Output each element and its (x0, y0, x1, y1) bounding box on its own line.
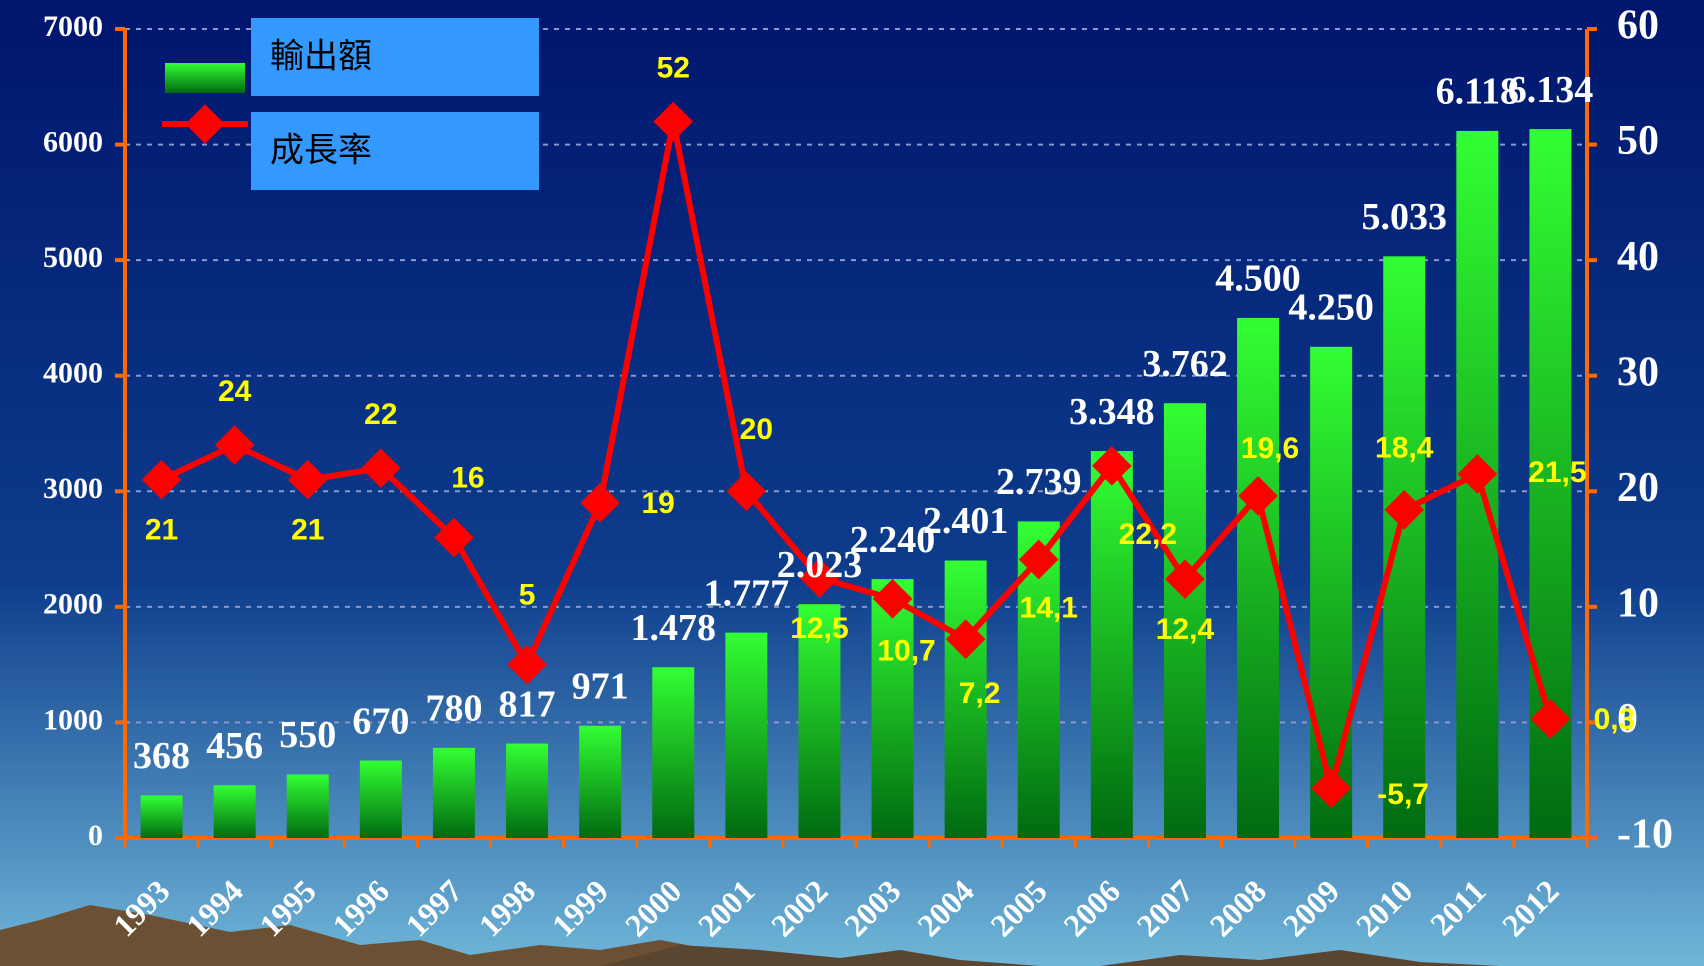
bar-value-label: 670 (352, 700, 409, 742)
line-value-label: 10,7 (877, 635, 935, 668)
bar (506, 744, 548, 838)
line-value-label: 19,6 (1241, 432, 1299, 465)
bar-value-label: 2.401 (923, 500, 1009, 542)
bar-value-label: 550 (279, 714, 336, 756)
bar-value-label: 817 (499, 683, 556, 725)
line-value-label: 21 (291, 514, 324, 547)
y-tick-label: 1000 (43, 703, 103, 736)
bar-value-label: 368 (133, 735, 190, 777)
y-tick-label: 5000 (43, 241, 103, 274)
y-tick-label: 3000 (43, 472, 103, 505)
bar (287, 774, 329, 838)
bar (579, 726, 621, 838)
line-value-label: 0,3 (1594, 703, 1636, 736)
line-value-label: 19 (641, 487, 674, 520)
y2-tick-label: -10 (1617, 812, 1673, 858)
y2-tick-label: 60 (1617, 3, 1659, 49)
bar (1237, 318, 1279, 838)
bar-value-label: 971 (572, 665, 629, 707)
line-value-label: 7,2 (959, 677, 1001, 710)
line-value-label: -5,7 (1377, 778, 1429, 811)
bar-value-label: 456 (206, 725, 263, 767)
line-value-label: 16 (451, 461, 484, 494)
bar (652, 667, 694, 838)
legend-swatch-bar (165, 63, 245, 93)
y-tick-label: 4000 (43, 357, 103, 390)
bar (1383, 256, 1425, 838)
y-tick-label: 0 (88, 819, 103, 852)
line-value-label: 20 (740, 413, 773, 446)
line-value-label: 12,4 (1156, 613, 1215, 646)
bar-value-label: 4.250 (1288, 287, 1374, 329)
bar-value-label: 3.762 (1142, 343, 1228, 385)
bar-value-label: 6.134 (1508, 69, 1594, 111)
y2-tick-label: 40 (1617, 234, 1659, 280)
bar (1310, 347, 1352, 838)
legend-label: 輸出額 (270, 37, 372, 77)
bar-value-label: 5.033 (1362, 196, 1448, 238)
line-value-label: 14,1 (1020, 591, 1078, 624)
bar (141, 795, 183, 838)
line-value-label: 21 (145, 514, 178, 547)
line-value-label: 22 (364, 398, 397, 431)
line-value-label: 24 (218, 375, 252, 408)
bar (725, 633, 767, 838)
y2-tick-label: 20 (1617, 465, 1659, 511)
bar-value-label: 6.118 (1436, 71, 1519, 113)
line-value-label: 21,5 (1528, 456, 1586, 489)
y-tick-label: 7000 (43, 10, 103, 43)
chart: 01000200030004000500060007000-1001020304… (0, 0, 1704, 966)
line-value-label: 5 (519, 579, 536, 612)
bar-value-label: 780 (425, 688, 482, 730)
legend-label: 成長率 (270, 131, 372, 171)
y2-tick-label: 50 (1617, 118, 1659, 164)
y2-tick-label: 30 (1617, 349, 1659, 395)
bar (433, 748, 475, 838)
line-value-label: 52 (657, 51, 690, 84)
bar-value-label: 3.348 (1069, 391, 1155, 433)
bar (1091, 451, 1133, 838)
bar (214, 785, 256, 838)
line-value-label: 12,5 (790, 612, 848, 645)
y-tick-label: 6000 (43, 125, 103, 158)
y-tick-label: 2000 (43, 588, 103, 621)
line-value-label: 22,2 (1119, 518, 1177, 551)
bar-value-label: 2.739 (996, 461, 1082, 503)
bar (360, 761, 402, 838)
y2-tick-label: 10 (1617, 580, 1659, 626)
line-value-label: 18,4 (1375, 432, 1434, 465)
